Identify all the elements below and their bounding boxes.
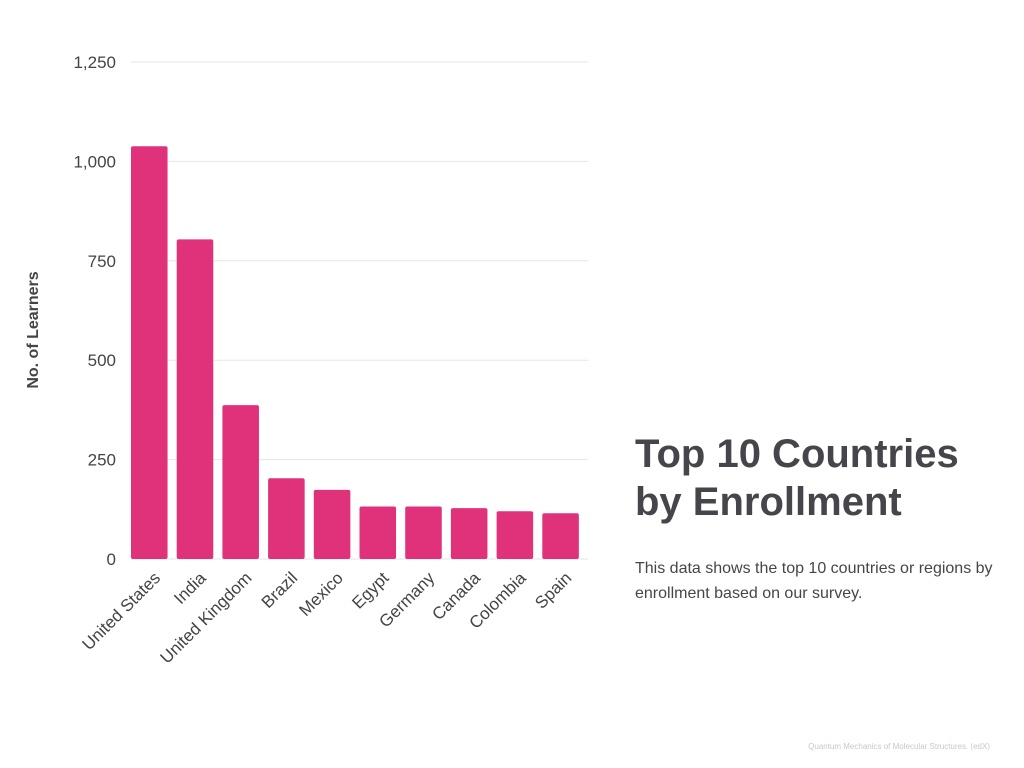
y-axis-label: No. of Learners: [25, 271, 42, 388]
x-tick-label: Brazil: [258, 568, 301, 611]
bar: [359, 506, 397, 559]
chart-description: This data shows the top 10 countries or …: [635, 560, 993, 602]
bar: [405, 506, 442, 559]
y-tick-label: 1,000: [73, 152, 116, 171]
x-tick-label: Spain: [531, 568, 575, 612]
x-tick-label: Mexico: [295, 568, 347, 620]
x-tick-label: India: [170, 568, 210, 608]
source-credit: Quantum Mechanics of Molecular Structure…: [808, 742, 990, 751]
y-tick-label: 250: [88, 451, 116, 470]
bar: [268, 478, 305, 559]
bar: [496, 511, 534, 559]
bar: [131, 146, 168, 559]
y-tick-label: 0: [107, 550, 116, 569]
y-tick-label: 500: [88, 351, 116, 370]
y-axis-ticks: 0 250 500 750 1,000 1,250: [73, 53, 116, 569]
y-tick-label: 750: [88, 252, 116, 271]
bars: [131, 146, 579, 560]
bar: [313, 489, 351, 559]
bar: [222, 405, 259, 559]
bar: [542, 513, 579, 559]
chart-title: Top 10 Countries by Enrollment: [635, 432, 959, 524]
x-tick-label: United States: [79, 568, 165, 654]
y-tick-label: 1,250: [73, 53, 116, 72]
bar: [450, 508, 488, 559]
bar: [176, 239, 214, 560]
